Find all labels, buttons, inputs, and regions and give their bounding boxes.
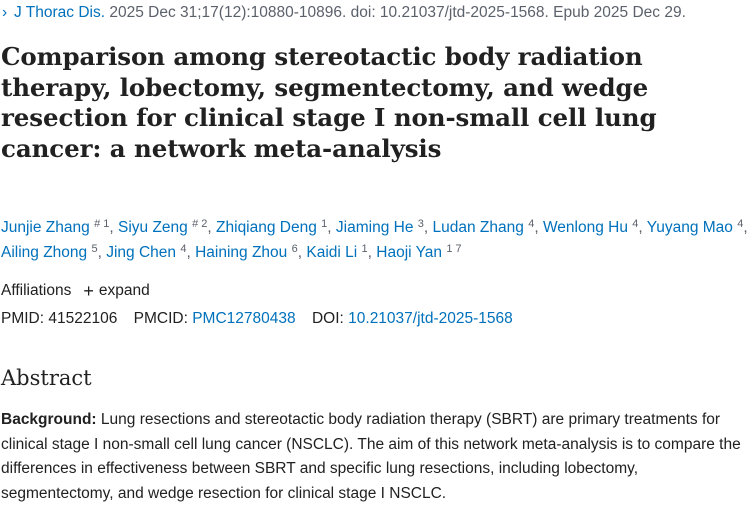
journal-link[interactable]: J Thorac Dis. xyxy=(14,4,106,21)
article-title: Comparison among stereotactic body radia… xyxy=(1,42,657,163)
author-link[interactable]: Haining Zhou xyxy=(195,243,288,261)
expand-label: expand xyxy=(98,282,150,299)
author-item: Yuyang Mao 4 xyxy=(646,218,744,237)
author-affiliation-ref[interactable]: 5 xyxy=(91,242,98,255)
author-link[interactable]: Wenlong Hu xyxy=(542,219,628,236)
abstract-background: Background: Lung resections and stereota… xyxy=(1,408,747,506)
background-text: Lung resections and stereotactic body ra… xyxy=(1,411,741,502)
author-link[interactable]: Kaidi Li xyxy=(306,243,358,261)
identifiers-row: PMID: 41522106 PMCID: PMC12780438 DOI: 1… xyxy=(1,309,513,329)
doi-label: DOI: xyxy=(311,310,344,327)
affiliations-label: Affiliations xyxy=(1,282,72,299)
author-link[interactable]: Ailing Zhong xyxy=(1,243,88,261)
author-item: Ludan Zhang 4 xyxy=(432,218,535,237)
pmid-value: 41522106 xyxy=(48,310,118,327)
author-link[interactable]: Zhiqiang Deng xyxy=(216,219,317,236)
author-item: Haining Zhou 6 xyxy=(195,242,298,261)
author-item: Wenlong Hu 4 xyxy=(542,218,639,237)
author-link[interactable]: Siyu Zeng xyxy=(118,219,188,236)
author-item: Ailing Zhong 5 xyxy=(1,242,98,261)
author-link[interactable]: Ludan Zhang xyxy=(432,219,524,236)
author-affiliation-ref[interactable]: 1 xyxy=(361,242,368,255)
author-link[interactable]: Jing Chen xyxy=(106,243,177,261)
citation-details: 2025 Dec 31;17(12):10880-10896. doi: 10.… xyxy=(109,4,686,21)
doi-link[interactable]: 10.21037/jtd-2025-1568 xyxy=(348,310,513,327)
pmcid-label: PMCID: xyxy=(133,310,188,327)
pmcid-link[interactable]: PMC12780438 xyxy=(192,310,296,327)
author-link[interactable]: Junjie Zhang xyxy=(1,219,90,236)
author-link[interactable]: Yuyang Mao xyxy=(646,219,733,236)
author-affiliation-ref[interactable]: 6 xyxy=(291,242,298,255)
author-affiliation-ref[interactable]: 4 xyxy=(737,218,744,230)
author-link[interactable]: Haoji Yan xyxy=(376,243,443,261)
author-item: Kaidi Li 1 xyxy=(306,242,368,261)
author-affiliation-ref[interactable]: # 1 xyxy=(94,218,110,230)
background-label: Background: xyxy=(1,411,97,428)
pmid-label: PMID: xyxy=(1,310,45,327)
author-item: Siyu Zeng # 2 xyxy=(118,218,208,237)
expand-affiliations-button[interactable]: + expand xyxy=(83,281,149,301)
author-affiliation-ref[interactable]: 1 7 xyxy=(446,242,462,255)
author-affiliation-ref[interactable]: 4 xyxy=(632,218,639,230)
citation-line: › J Thorac Dis. 2025 Dec 31;17(12):10880-… xyxy=(2,3,750,23)
author-item: Zhiqiang Deng 1 xyxy=(216,218,328,237)
author-link[interactable]: Jiaming He xyxy=(335,219,414,236)
authors-list: Junjie Zhang # 1, Siyu Zeng # 2, Zhiqian… xyxy=(1,218,748,261)
author-affiliation-ref[interactable]: # 2 xyxy=(192,218,208,230)
author-affiliation-ref[interactable]: 3 xyxy=(417,218,424,230)
author-item: Junjie Zhang # 1 xyxy=(1,218,110,237)
author-affiliation-ref[interactable]: 4 xyxy=(180,242,187,255)
plus-icon: + xyxy=(83,281,94,301)
chevron-right-icon[interactable]: › xyxy=(2,4,8,21)
author-affiliation-ref[interactable]: 1 xyxy=(321,218,328,230)
abstract-heading: Abstract xyxy=(1,366,92,390)
author-item: Jing Chen 4 xyxy=(106,242,187,261)
author-item: Haoji Yan 1 7 xyxy=(376,242,462,261)
author-affiliation-ref[interactable]: 4 xyxy=(528,218,535,230)
affiliations-row: Affiliations + expand xyxy=(1,281,150,301)
author-item: Jiaming He 3 xyxy=(335,218,424,237)
